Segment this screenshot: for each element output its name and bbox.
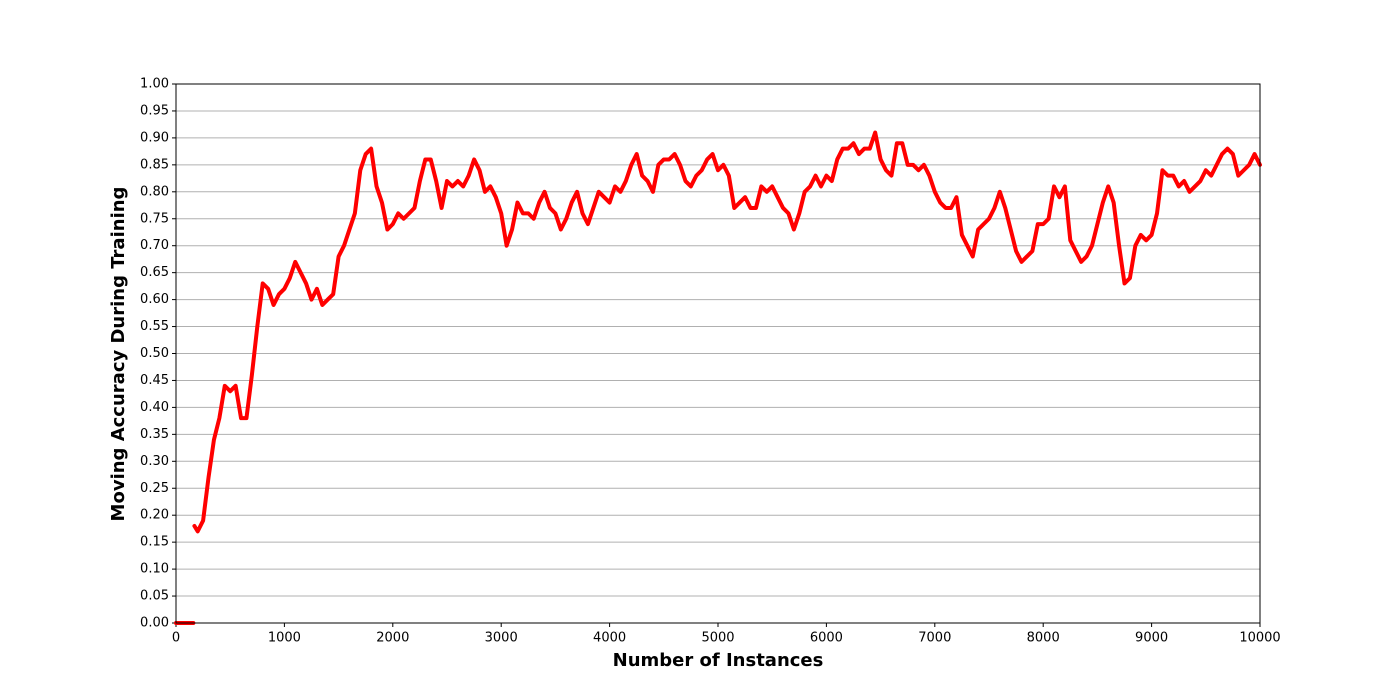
x-tick-label: 9000 [1135,631,1168,646]
data-line [174,130,1262,625]
y-tick-label: 0.00 [140,616,169,631]
x-tick-label: 2000 [376,631,409,646]
x-tick-label: 10000 [1239,631,1280,646]
y-tick-label: 0.95 [140,103,169,118]
y-tick-label: 0.60 [140,292,169,307]
y-tick-label: 0.80 [140,184,169,199]
y-axis-label: Moving Accuracy During Training [108,187,129,522]
y-tick-label: 0.35 [140,427,169,442]
x-tick-label: 6000 [810,631,843,646]
x-tick-label: 7000 [918,631,951,646]
y-tick-label: 0.30 [140,454,169,469]
y-tick-label: 0.40 [140,400,169,415]
x-axis-label: Number of Instances [613,650,824,671]
y-tick-label: 0.45 [140,373,169,388]
y-tick-label: 0.50 [140,346,169,361]
x-tick-label: 0 [172,631,180,646]
y-tick-label: 0.55 [140,319,169,334]
y-tick-label: 0.20 [140,508,169,523]
x-tick-label: 4000 [593,631,626,646]
y-tick-label: 0.70 [140,238,169,253]
y-tick-label: 0.25 [140,481,169,496]
y-tick-label: 0.65 [140,265,169,280]
y-tick-label: 0.85 [140,157,169,172]
x-tick-label: 1000 [268,631,301,646]
x-tick-label: 8000 [1027,631,1060,646]
y-tick-label: 0.05 [140,589,169,604]
plot-frame [175,83,1261,624]
y-tick-label: 0.90 [140,130,169,145]
y-tick-label: 0.75 [140,211,169,226]
y-tick-label: 1.00 [140,77,169,92]
x-tick-label: 5000 [701,631,734,646]
y-tick-label: 0.10 [140,562,169,577]
x-tick-label: 3000 [485,631,518,646]
y-tick-label: 0.15 [140,535,169,550]
